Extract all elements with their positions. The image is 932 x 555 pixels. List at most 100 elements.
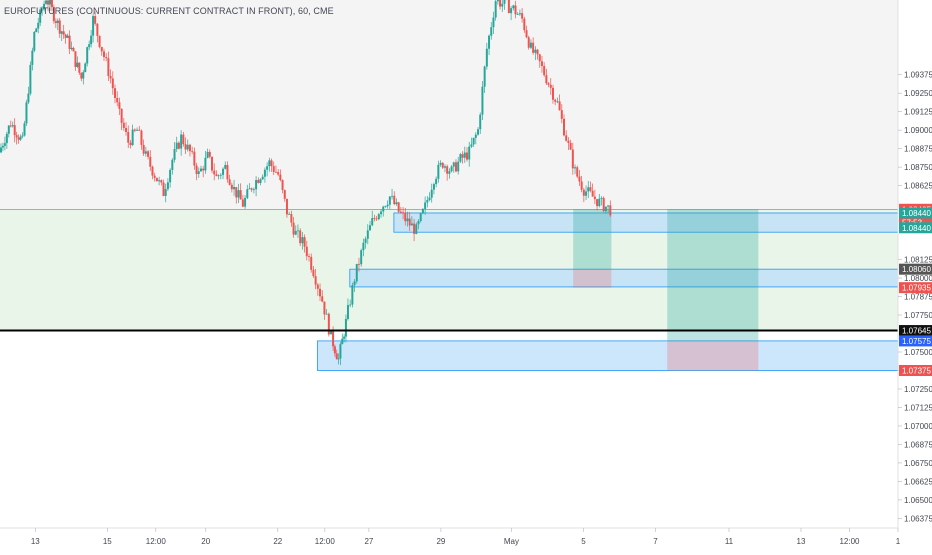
price-tick-label: 1.06500	[904, 496, 932, 505]
candle-body	[257, 180, 260, 183]
time-tick-label: 5	[581, 537, 586, 546]
candle-body	[441, 162, 444, 168]
candle-body	[39, 9, 42, 23]
price-tick-label: 1.06750	[904, 459, 932, 468]
candle-body	[598, 198, 601, 207]
candle-body	[439, 162, 442, 165]
candle-body	[554, 99, 557, 102]
candle-body	[443, 166, 446, 168]
time-tick-label: 12:00	[146, 537, 167, 546]
candle-body	[47, 0, 50, 5]
candle-body	[29, 64, 32, 94]
price-tick-label: 1.08000	[904, 274, 932, 283]
candle-body	[5, 133, 8, 144]
candle-body	[510, 8, 513, 14]
candle-body	[369, 225, 372, 231]
candle-body	[582, 189, 585, 196]
candle-body	[424, 202, 427, 209]
candle-body	[84, 63, 87, 73]
price-badge	[899, 263, 932, 275]
candle-body	[410, 223, 413, 226]
candle-body	[155, 177, 158, 182]
candle-body	[543, 66, 546, 76]
long-position-2-profit[interactable]	[667, 209, 759, 341]
candle-body	[171, 159, 174, 170]
candle-body	[576, 167, 579, 177]
candle-body	[239, 190, 242, 200]
candle-body	[215, 174, 218, 176]
candle-body	[41, 9, 44, 11]
demand-zone-2[interactable]	[349, 268, 899, 288]
candle-body	[432, 184, 435, 190]
candle-body	[310, 256, 313, 270]
long-position-1-stop[interactable]	[573, 269, 612, 288]
candle-body	[33, 31, 36, 51]
candle-body	[446, 166, 449, 174]
candle-body	[149, 156, 152, 167]
long-position-2-stop[interactable]	[667, 340, 759, 371]
candle-body	[371, 218, 374, 226]
price-tick-label: 1.09250	[904, 89, 932, 98]
candle-body	[107, 58, 110, 77]
candle-body	[490, 27, 493, 36]
time-tick-label: 1	[896, 537, 901, 546]
time-tick-label: May	[504, 537, 519, 546]
candle-body	[551, 87, 554, 100]
candle-body	[545, 75, 548, 84]
candle-body	[377, 214, 380, 220]
candle-body	[393, 195, 396, 205]
candle-body	[343, 336, 346, 339]
candle-body	[558, 101, 561, 111]
candle-body	[7, 125, 10, 134]
candle-body	[373, 218, 376, 219]
candle-body	[397, 202, 400, 212]
price-badge	[899, 282, 932, 294]
candle-body	[516, 14, 519, 16]
time-tick-label: 7	[653, 537, 658, 546]
candle-body	[182, 134, 185, 145]
candle-body	[463, 152, 466, 158]
candle-body	[248, 188, 251, 190]
candle-body	[468, 146, 471, 160]
candle-body	[118, 102, 121, 109]
candle-body	[435, 178, 438, 185]
price-badge	[899, 207, 932, 219]
candle-body	[219, 174, 222, 176]
time-axis[interactable]: 13 15 12:00 20 22 12:00 27 29 May 5 7 11 13 12:00 1	[31, 528, 901, 546]
candle-body	[0, 147, 2, 153]
candle-body	[485, 48, 488, 67]
candle-body	[534, 49, 537, 53]
candle-body	[186, 144, 189, 150]
candle-body	[54, 21, 57, 24]
candle-body	[494, 1, 497, 18]
candle-body	[349, 304, 352, 306]
long-position-1-profit[interactable]	[573, 209, 612, 270]
candle-body	[277, 172, 280, 175]
candle-body	[279, 174, 282, 181]
candle-body	[312, 269, 315, 277]
candle-body	[459, 154, 462, 162]
candle-body	[428, 197, 431, 201]
candle-body	[228, 179, 231, 185]
demand-zone-3[interactable]	[317, 340, 899, 371]
demand-zone-1[interactable]	[393, 212, 899, 233]
candle-body	[339, 344, 342, 359]
price-badge	[899, 364, 932, 376]
candle-body	[587, 187, 590, 192]
price-tick-label: 1.08750	[904, 163, 932, 172]
candle-body	[144, 151, 147, 154]
candle-body	[386, 204, 389, 207]
candle-body	[266, 166, 269, 170]
candle-body	[512, 5, 515, 9]
candle-body	[263, 169, 266, 177]
candle-body	[230, 184, 233, 190]
candle-body	[496, 0, 499, 2]
candle-body	[204, 157, 207, 171]
candle-body	[547, 83, 550, 85]
candle-body	[314, 276, 317, 285]
candle-body	[380, 211, 383, 215]
candle-body	[578, 176, 581, 182]
candle-body	[333, 346, 336, 354]
